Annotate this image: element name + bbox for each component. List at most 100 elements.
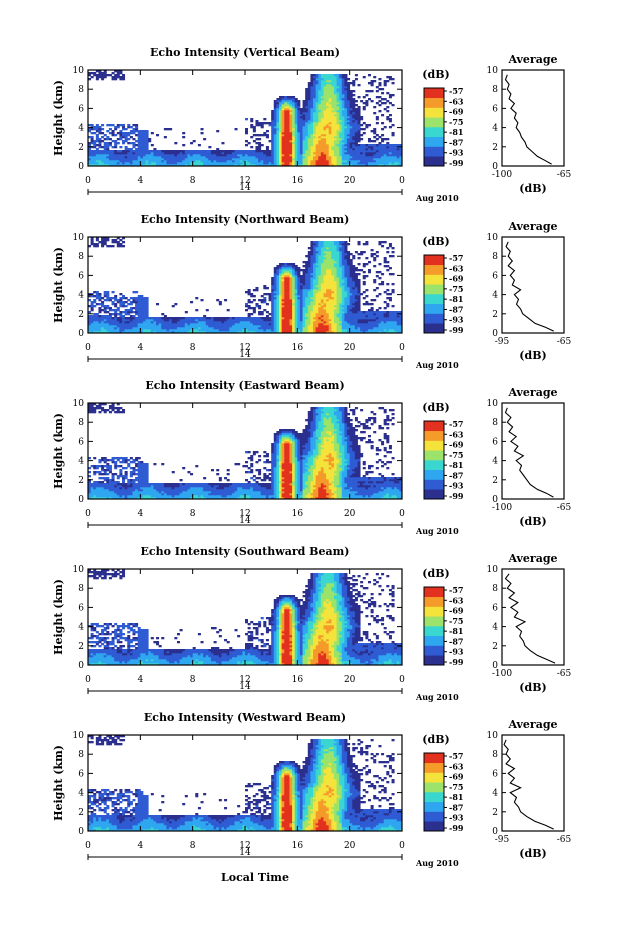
heatmap-cell [323, 317, 327, 320]
heatmap-cell [129, 160, 133, 163]
heatmap-cell [313, 311, 317, 314]
heatmap-cell [142, 329, 146, 332]
heatmap-cell [106, 331, 110, 333]
heatmap-cell [279, 128, 283, 131]
heatmap-cell [328, 311, 332, 314]
heatmap-cell [315, 124, 319, 127]
heatmap-cell [336, 307, 340, 310]
heatmap-cell [331, 303, 335, 306]
heatmap-cell [289, 295, 293, 298]
heatmap-cell [344, 74, 348, 77]
heatmap-cell [305, 150, 309, 153]
heatmap-cell [320, 303, 324, 306]
heatmap-cell [289, 291, 293, 294]
heatmap-cell [174, 154, 178, 157]
heatmap-cell [271, 160, 275, 163]
heatmap-cell [341, 277, 345, 280]
heatmap-cell [101, 303, 105, 306]
heatmap-cell [339, 273, 343, 276]
heatmap-cell [132, 323, 136, 326]
heatmap-cell [231, 160, 235, 163]
heatmap-cell [305, 114, 309, 117]
heatmap-cell [260, 134, 264, 137]
heatmap-cell [281, 301, 285, 304]
heatmap-cell [90, 128, 94, 131]
heatmap-cell [315, 76, 319, 79]
heatmap-cell [286, 124, 290, 127]
heatmap-cell [307, 118, 311, 121]
heatmap-cell [315, 273, 319, 276]
heatmap-cell [370, 140, 374, 143]
heatmap-cell [294, 132, 298, 135]
heatmap-cell [281, 134, 285, 137]
heatmap-cell [305, 331, 309, 333]
heatmap-cell [171, 156, 175, 159]
heatmap-cell [276, 118, 280, 121]
heatmap-cell [250, 331, 254, 333]
heatmap-cell [158, 150, 162, 153]
heatmap-cell [122, 237, 126, 240]
heatmap-cell [328, 132, 332, 135]
heatmap-cell [195, 158, 199, 161]
heatmap-cell [323, 122, 327, 125]
heatmap-cell [108, 164, 112, 166]
heatmap-cell [339, 82, 343, 85]
heatmap-cell [339, 110, 343, 113]
heatmap-cell [174, 142, 178, 145]
heatmap-cell [347, 297, 351, 300]
heatmap-cell [347, 299, 351, 302]
heatmap-cell [336, 128, 340, 131]
heatmap-cell [362, 319, 366, 322]
heatmap-cell [378, 162, 382, 165]
heatmap-cell [323, 303, 327, 306]
heatmap-cell [323, 80, 327, 83]
colorbar-tick-label: -93 [449, 148, 464, 158]
heatmap-cell [305, 329, 309, 332]
heatmap-cell [333, 118, 337, 121]
heatmap-cell [315, 80, 319, 83]
heatmap-cell [145, 311, 149, 314]
heatmap-cell [326, 140, 330, 143]
heatmap-cell [302, 120, 306, 123]
heatmap-cell [268, 323, 272, 326]
heatmap-cell [174, 158, 178, 161]
heatmap-cell [101, 323, 105, 326]
heatmap-cell [237, 327, 241, 330]
heatmap-cell [88, 323, 92, 326]
heatmap-cell [320, 154, 324, 157]
heatmap-cell [260, 162, 264, 165]
heatmap-cell [318, 301, 322, 304]
heatmap-cell [318, 283, 322, 286]
heatmap-cell [95, 313, 99, 316]
heatmap-cell [360, 317, 364, 320]
heatmap-cell [122, 329, 126, 332]
heatmap-cell [289, 313, 293, 316]
heatmap-cell [370, 299, 374, 302]
heatmap-cell [352, 82, 356, 85]
heatmap-cell [323, 251, 327, 254]
heatmap-cell [140, 327, 144, 330]
heatmap-cell [111, 239, 115, 242]
heatmap-cell [349, 164, 353, 166]
heatmap-cell [169, 156, 173, 159]
heatmap-cell [111, 140, 115, 143]
heatmap-cell [129, 315, 133, 318]
heatmap-cell [326, 261, 330, 264]
heatmap-cell [108, 319, 112, 322]
heatmap-cell [271, 112, 275, 115]
heatmap-cell [276, 150, 280, 153]
heatmap-cell [200, 150, 204, 153]
heatmap-cell [320, 285, 324, 288]
heatmap-cell [341, 134, 345, 137]
heatmap-cell [153, 164, 157, 166]
heatmap-cell [279, 321, 283, 324]
heatmap-cell [370, 253, 374, 256]
heatmap-cell [218, 303, 222, 306]
heatmap-cell [333, 263, 337, 266]
heatmap-cell [286, 319, 290, 322]
heatmap-cell [242, 152, 246, 155]
heatmap-cell [381, 313, 385, 316]
heatmap-cell [271, 162, 275, 165]
heatmap-cell [352, 255, 356, 258]
heatmap-cell [326, 267, 330, 270]
